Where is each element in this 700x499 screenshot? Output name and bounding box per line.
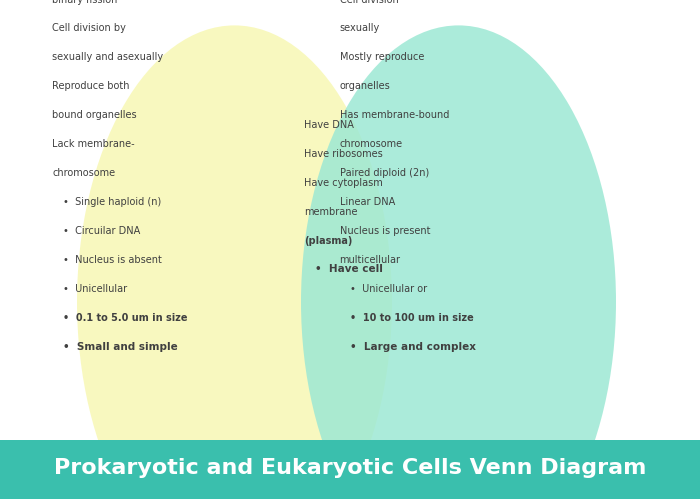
Text: •  Large and complex: • Large and complex <box>350 342 476 352</box>
Text: •  Have cell: • Have cell <box>315 264 383 274</box>
Text: Have cytoplasm: Have cytoplasm <box>304 178 384 188</box>
Text: bound organelles: bound organelles <box>52 110 137 120</box>
Text: Prokaryotic and Eukaryotic Cells Venn Diagram: Prokaryotic and Eukaryotic Cells Venn Di… <box>54 459 646 479</box>
Text: chromosome: chromosome <box>52 168 116 178</box>
Text: •  Nucleus is absent: • Nucleus is absent <box>63 255 162 265</box>
Text: Mostly reproduce: Mostly reproduce <box>340 52 424 62</box>
Text: Paired diploid (2n): Paired diploid (2n) <box>340 168 428 178</box>
Text: •  Circuilar DNA: • Circuilar DNA <box>63 226 140 236</box>
FancyBboxPatch shape <box>0 440 700 499</box>
Text: Cell division by: Cell division by <box>52 23 127 33</box>
Text: Nucleus is present: Nucleus is present <box>340 226 430 236</box>
Text: •  Unicellular: • Unicellular <box>63 284 127 294</box>
Text: Linear DNA: Linear DNA <box>340 197 395 207</box>
Text: Cell division: Cell division <box>340 0 398 4</box>
Text: •  10 to 100 um in size: • 10 to 100 um in size <box>350 313 474 323</box>
Text: Have ribosomes: Have ribosomes <box>304 149 384 159</box>
Text: •  Single haploid (n): • Single haploid (n) <box>63 197 161 207</box>
Text: Lack membrane-: Lack membrane- <box>52 139 135 149</box>
Text: Have DNA: Have DNA <box>304 120 354 130</box>
Text: •  Unicellular or: • Unicellular or <box>350 284 427 294</box>
Text: sexually: sexually <box>340 23 379 33</box>
Text: binary fission: binary fission <box>52 0 118 4</box>
Ellipse shape <box>301 25 616 499</box>
Text: (plasma): (plasma) <box>304 236 353 246</box>
Text: Reproduce both: Reproduce both <box>52 81 130 91</box>
Text: Has membrane-bound: Has membrane-bound <box>340 110 449 120</box>
Text: membrane: membrane <box>304 207 358 217</box>
Ellipse shape <box>77 25 392 499</box>
Text: multicellular: multicellular <box>340 255 400 265</box>
Text: sexually and asexually: sexually and asexually <box>52 52 164 62</box>
Text: chromosome: chromosome <box>340 139 402 149</box>
Text: organelles: organelles <box>340 81 391 91</box>
Text: •  0.1 to 5.0 um in size: • 0.1 to 5.0 um in size <box>63 313 188 323</box>
Text: •  Small and simple: • Small and simple <box>63 342 178 352</box>
